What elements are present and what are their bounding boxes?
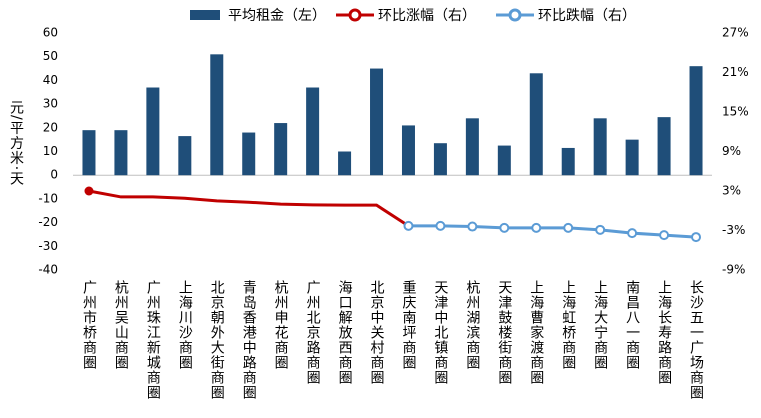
x-tick-label: 杭州湖滨商圈 <box>464 280 480 370</box>
y2-tick-label: 3% <box>722 184 741 198</box>
bar <box>657 117 671 176</box>
line-marker <box>595 224 606 235</box>
legend-label: 平均租金（左） <box>228 8 326 24</box>
bar <box>338 151 352 176</box>
x-tick-label: 广州市桥商圈 <box>81 280 97 370</box>
bar <box>625 139 639 176</box>
bar <box>274 123 288 176</box>
y-tick-label: -40 <box>38 263 58 277</box>
line-marker <box>467 221 478 232</box>
x-tick-label: 青岛香港中路商圈 <box>241 280 257 400</box>
bar <box>529 73 543 176</box>
bar <box>242 132 256 176</box>
legend-swatch <box>190 10 220 20</box>
line-marker <box>691 232 702 243</box>
line-marker <box>435 220 446 231</box>
bar <box>210 54 224 176</box>
x-tick-label: 重庆南坪商圈 <box>400 280 416 370</box>
y-axis-label: 元/平方米·天 <box>8 100 24 186</box>
bar <box>114 130 128 176</box>
bar <box>593 118 607 176</box>
y-tick-label: -20 <box>38 215 58 229</box>
line <box>408 224 697 239</box>
y2-tick-label: 15% <box>722 105 749 119</box>
legend-label: 环比跌幅（右） <box>538 8 636 24</box>
line-marker <box>627 228 638 239</box>
line-marker <box>499 222 510 233</box>
x-tick-label: 广州北京路商圈 <box>305 280 321 385</box>
y-tick-label: 60 <box>43 26 58 40</box>
y2-tick-label: 27% <box>722 26 749 40</box>
line-marker <box>84 186 94 196</box>
x-tick-label: 杭州申花商圈 <box>273 280 289 370</box>
y2-tick-label: -9% <box>722 263 745 277</box>
x-tick-label: 天津中北镇商圈 <box>432 280 448 385</box>
x-tick-label: 南昌八一商圈 <box>624 280 640 370</box>
legend-swatch <box>508 8 522 22</box>
x-tick-label: 上海大宁商圈 <box>592 280 608 370</box>
line-marker <box>531 222 542 233</box>
x-tick-label: 杭州吴山商圈 <box>113 280 129 370</box>
line-marker <box>563 222 574 233</box>
y-tick-label: 40 <box>43 73 58 87</box>
y-tick-label: 10 <box>43 144 58 158</box>
bar <box>497 145 511 176</box>
bar <box>561 147 575 176</box>
bar <box>306 87 320 176</box>
x-tick-label: 上海长寿路商圈 <box>656 280 672 385</box>
x-tick-label: 上海虹桥商圈 <box>560 280 576 370</box>
bar <box>689 66 703 176</box>
y2-tick-label: 9% <box>722 144 741 158</box>
y-tick-label: 50 <box>43 49 58 63</box>
x-tick-label: 北京中关村商圈 <box>369 280 385 385</box>
y-tick-label: 0 <box>50 168 58 182</box>
x-tick-label: 广州珠江新城商圈 <box>145 280 161 400</box>
bar <box>146 87 160 176</box>
x-tick-label: 长沙五一广场商圈 <box>688 280 704 400</box>
legend-swatch <box>348 8 362 22</box>
y2-tick-label: 21% <box>722 65 749 79</box>
legend-label: 环比涨幅（右） <box>378 8 476 24</box>
bar <box>465 118 479 176</box>
bar <box>178 136 192 176</box>
line-marker <box>403 220 414 231</box>
x-tick-label: 天津鼓楼街商圈 <box>496 280 512 385</box>
x-tick-label: 上海川沙商圈 <box>177 280 193 370</box>
y2-tick-label: -3% <box>722 223 745 237</box>
bar <box>370 68 384 176</box>
y-tick-label: -10 <box>38 191 58 205</box>
y-tick-label: 30 <box>43 97 58 111</box>
bar <box>433 143 447 176</box>
bar <box>401 125 415 176</box>
x-tick-label: 北京朝外大街商圈 <box>209 280 225 400</box>
line-marker <box>659 230 670 241</box>
bar <box>82 130 96 176</box>
x-tick-label: 海口解放西商圈 <box>337 280 353 385</box>
x-tick-label: 上海曹家渡商圈 <box>528 280 544 385</box>
y-tick-label: 20 <box>43 120 58 134</box>
line <box>88 189 410 228</box>
y-tick-label: -30 <box>38 239 58 253</box>
